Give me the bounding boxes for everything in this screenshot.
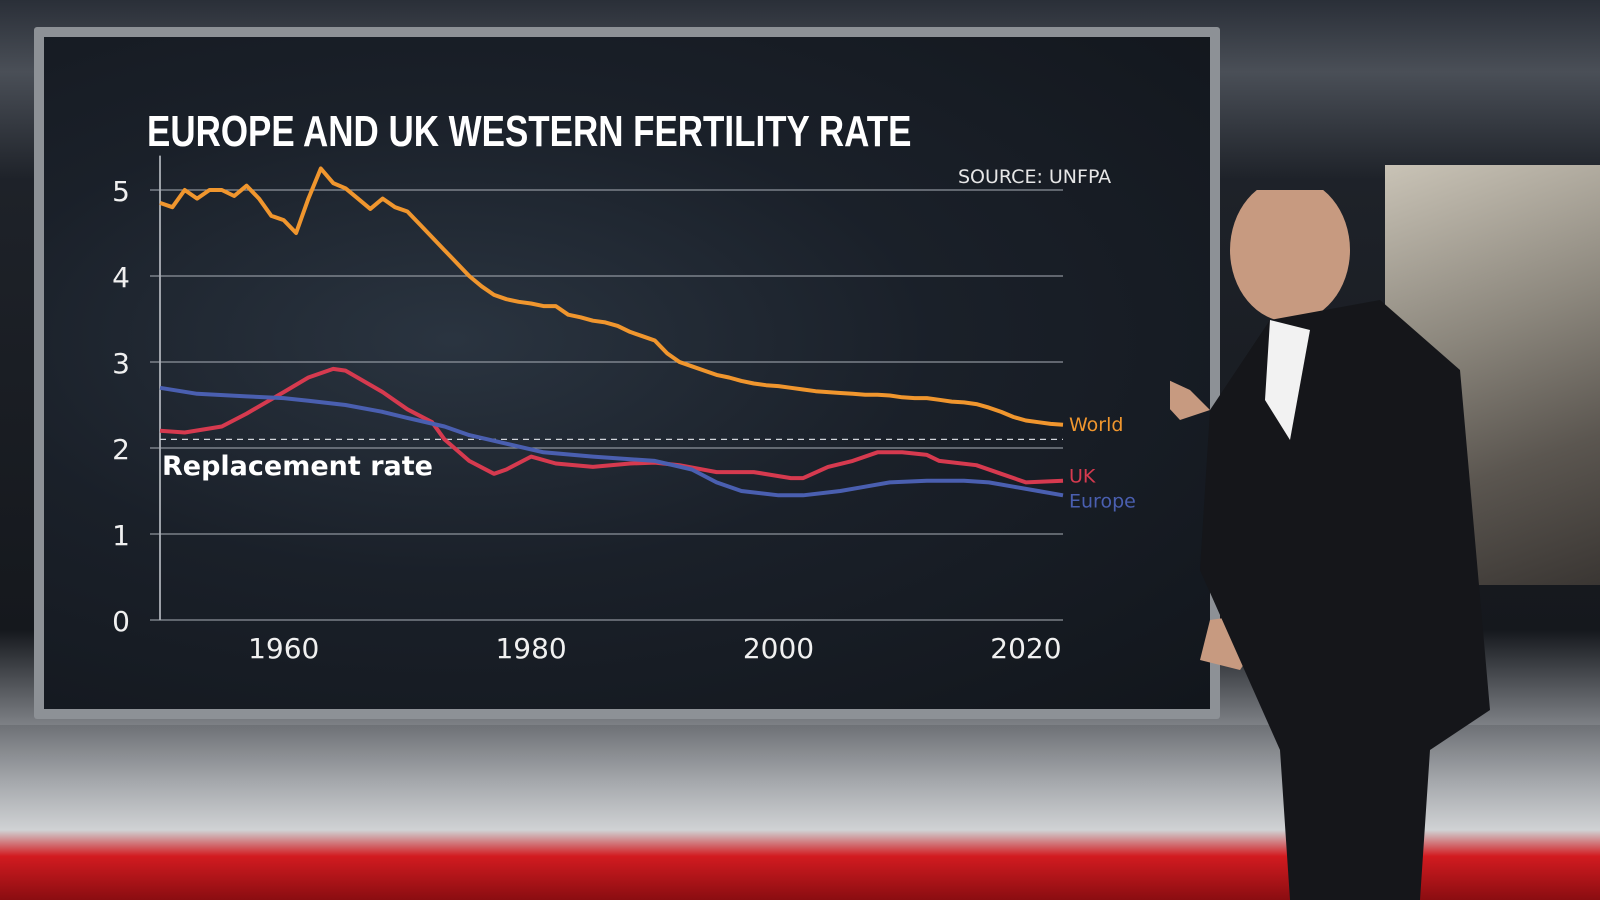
series-line-europe	[159, 385, 1064, 498]
presenter-silhouette	[1170, 190, 1490, 900]
series-label-europe: Europe	[1069, 490, 1136, 512]
series-line-uk	[159, 366, 1064, 485]
y-tick-label: 3	[112, 347, 130, 380]
chart-title: EUROPE AND UK WESTERN FERTILITY RATE	[147, 108, 911, 157]
x-axis-ticks: 1960 1980 2000 2020	[248, 632, 1061, 665]
fertility-rate-chart: EUROPE AND UK WESTERN FERTILITY RATE SOU…	[112, 108, 1136, 665]
video-wall-screen: EUROPE AND UK WESTERN FERTILITY RATE SOU…	[44, 37, 1210, 709]
series-label-world: World	[1069, 414, 1123, 436]
gridlines	[150, 155, 1063, 621]
y-tick-label: 1	[112, 519, 130, 552]
y-tick-label: 0	[112, 605, 130, 638]
series-lines	[159, 166, 1064, 498]
chart-source: SOURCE: UNFPA	[958, 166, 1111, 188]
replacement-rate-label: Replacement rate	[162, 451, 433, 482]
x-tick-label: 1960	[248, 632, 319, 665]
y-tick-label: 4	[112, 261, 130, 294]
series-line-world	[159, 166, 1064, 427]
series-label-uk: UK	[1069, 466, 1096, 488]
y-tick-label: 5	[112, 175, 130, 208]
y-axis-ticks: 0 1 2 3 4 5	[112, 175, 130, 638]
x-tick-label: 2000	[743, 632, 814, 665]
x-tick-label: 1980	[495, 632, 566, 665]
x-tick-label: 2020	[990, 632, 1061, 665]
y-tick-label: 2	[112, 433, 130, 466]
